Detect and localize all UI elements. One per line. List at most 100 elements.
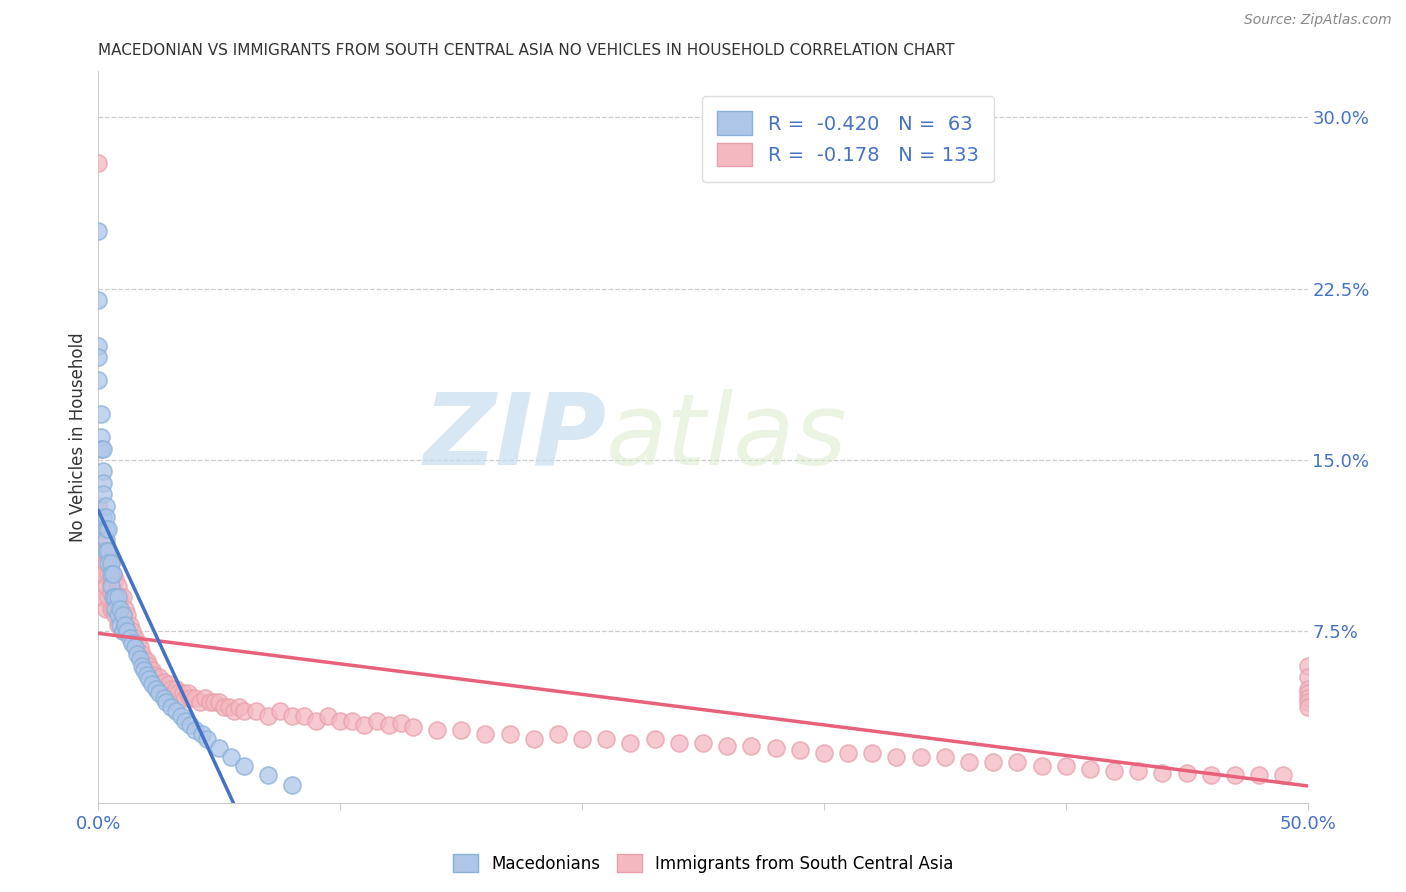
- Point: [155, 681, 177, 696]
- Point: [1078, 762, 1101, 776]
- Point: [179, 690, 201, 705]
- Point: [90, 567, 112, 582]
- Point: [114, 601, 136, 615]
- Point: [329, 714, 352, 728]
- Point: [692, 736, 714, 750]
- Point: [389, 715, 412, 730]
- Point: [177, 686, 200, 700]
- Point: [218, 699, 240, 714]
- Point: [316, 709, 339, 723]
- Point: [143, 667, 166, 681]
- Point: [1102, 764, 1125, 778]
- Point: [813, 746, 835, 760]
- Point: [165, 681, 187, 696]
- Point: [97, 567, 120, 582]
- Point: [292, 709, 315, 723]
- Point: [91, 533, 114, 547]
- Point: [1296, 658, 1319, 673]
- Point: [269, 705, 291, 719]
- Point: [91, 464, 114, 478]
- Point: [547, 727, 569, 741]
- Point: [111, 590, 134, 604]
- Point: [934, 750, 956, 764]
- Point: [342, 714, 364, 728]
- Point: [87, 499, 110, 513]
- Point: [101, 567, 124, 582]
- Point: [957, 755, 980, 769]
- Point: [87, 155, 110, 169]
- Point: [167, 686, 190, 700]
- Point: [111, 608, 134, 623]
- Point: [138, 658, 160, 673]
- Point: [127, 636, 149, 650]
- Point: [135, 667, 157, 681]
- Point: [305, 714, 328, 728]
- Point: [716, 739, 738, 753]
- Point: [104, 572, 127, 586]
- Point: [94, 521, 117, 535]
- Point: [160, 699, 183, 714]
- Point: [90, 407, 112, 421]
- Point: [97, 521, 120, 535]
- Point: [789, 743, 811, 757]
- Point: [101, 579, 124, 593]
- Point: [1175, 766, 1198, 780]
- Point: [97, 590, 120, 604]
- Point: [165, 705, 187, 719]
- Point: [150, 677, 173, 691]
- Point: [208, 695, 231, 709]
- Point: [179, 718, 201, 732]
- Point: [111, 608, 134, 623]
- Point: [108, 608, 131, 623]
- Point: [860, 746, 883, 760]
- Point: [124, 632, 146, 646]
- Point: [1296, 699, 1319, 714]
- Point: [90, 430, 112, 444]
- Point: [141, 677, 163, 691]
- Point: [281, 709, 304, 723]
- Point: [148, 686, 170, 700]
- Point: [91, 475, 114, 490]
- Point: [101, 601, 124, 615]
- Point: [104, 608, 127, 623]
- Point: [910, 750, 932, 764]
- Point: [118, 617, 141, 632]
- Point: [1296, 686, 1319, 700]
- Point: [740, 739, 762, 753]
- Point: [94, 533, 117, 547]
- Point: [100, 579, 122, 593]
- Point: [1031, 759, 1053, 773]
- Point: [121, 624, 143, 639]
- Point: [191, 727, 214, 741]
- Point: [118, 632, 141, 646]
- Point: [101, 590, 124, 604]
- Point: [256, 768, 278, 782]
- Point: [152, 690, 174, 705]
- Point: [174, 714, 197, 728]
- Point: [100, 556, 122, 570]
- Y-axis label: No Vehicles in Household: No Vehicles in Household: [69, 332, 87, 542]
- Point: [228, 699, 250, 714]
- Point: [131, 658, 153, 673]
- Point: [87, 544, 110, 558]
- Point: [127, 647, 149, 661]
- Point: [232, 705, 254, 719]
- Point: [157, 677, 180, 691]
- Point: [198, 695, 221, 709]
- Point: [1272, 768, 1295, 782]
- Point: [114, 617, 136, 632]
- Point: [232, 759, 254, 773]
- Point: [87, 224, 110, 238]
- Point: [94, 556, 117, 570]
- Point: [94, 579, 117, 593]
- Point: [1249, 768, 1271, 782]
- Legend: R =  -0.420   N =  63, R =  -0.178   N = 133: R = -0.420 N = 63, R = -0.178 N = 133: [702, 95, 994, 182]
- Point: [837, 746, 859, 760]
- Point: [184, 723, 207, 737]
- Point: [1296, 681, 1319, 696]
- Point: [90, 544, 112, 558]
- Point: [886, 750, 908, 764]
- Point: [256, 709, 278, 723]
- Point: [87, 579, 110, 593]
- Point: [498, 727, 520, 741]
